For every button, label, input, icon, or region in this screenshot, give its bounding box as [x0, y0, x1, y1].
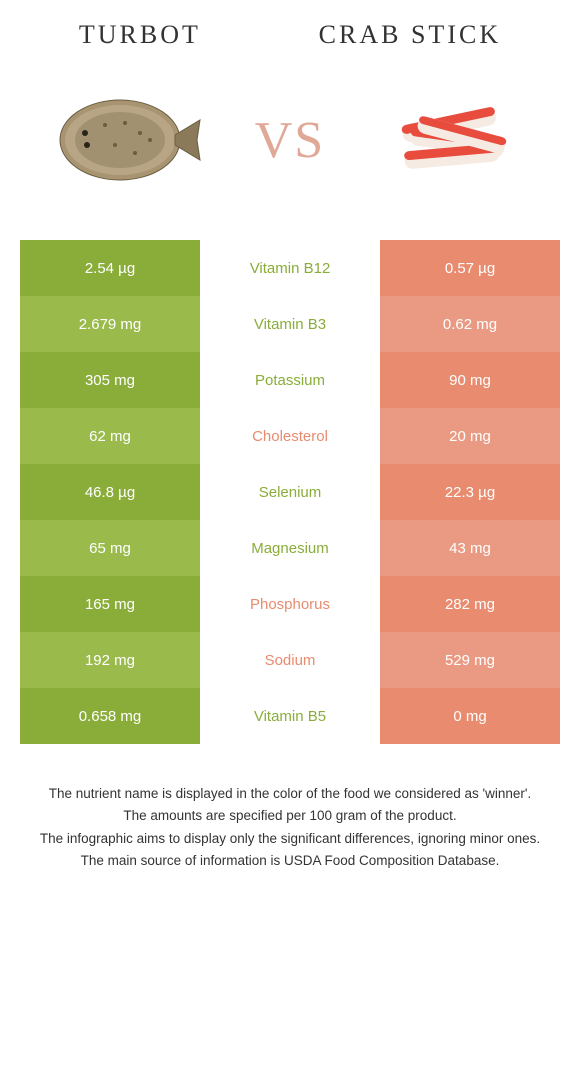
food-title-right: Crab stick	[319, 20, 501, 50]
table-row: 165 mgPhosphorus282 mg	[20, 576, 560, 632]
table-row: 2.679 mgVitamin B30.62 mg	[20, 296, 560, 352]
footnote-line: The nutrient name is displayed in the co…	[30, 784, 550, 804]
nutrient-name: Phosphorus	[200, 576, 380, 632]
footnote-line: The main source of information is USDA F…	[30, 851, 550, 871]
table-row: 62 mgCholesterol20 mg	[20, 408, 560, 464]
images-row: VS	[20, 70, 560, 210]
value-right: 43 mg	[380, 520, 560, 576]
vs-label: VS	[255, 111, 325, 170]
nutrient-name: Cholesterol	[200, 408, 380, 464]
crabstick-image	[375, 80, 535, 200]
value-right: 20 mg	[380, 408, 560, 464]
value-right: 0 mg	[380, 688, 560, 744]
value-left: 165 mg	[20, 576, 200, 632]
value-left: 192 mg	[20, 632, 200, 688]
value-left: 2.679 mg	[20, 296, 200, 352]
nutrient-table: 2.54 µgVitamin B120.57 µg2.679 mgVitamin…	[20, 240, 560, 744]
nutrient-name: Vitamin B12	[200, 240, 380, 296]
value-right: 90 mg	[380, 352, 560, 408]
table-row: 2.54 µgVitamin B120.57 µg	[20, 240, 560, 296]
table-row: 65 mgMagnesium43 mg	[20, 520, 560, 576]
value-left: 305 mg	[20, 352, 200, 408]
nutrient-name: Vitamin B3	[200, 296, 380, 352]
table-row: 0.658 mgVitamin B50 mg	[20, 688, 560, 744]
nutrient-name: Potassium	[200, 352, 380, 408]
footnote-line: The amounts are specified per 100 gram o…	[30, 806, 550, 826]
footnotes: The nutrient name is displayed in the co…	[20, 784, 560, 871]
table-row: 46.8 µgSelenium22.3 µg	[20, 464, 560, 520]
turbot-image	[45, 80, 205, 200]
value-right: 0.62 mg	[380, 296, 560, 352]
header: Turbot Crab stick	[20, 20, 560, 50]
nutrient-name: Magnesium	[200, 520, 380, 576]
nutrient-name: Vitamin B5	[200, 688, 380, 744]
value-right: 282 mg	[380, 576, 560, 632]
value-right: 22.3 µg	[380, 464, 560, 520]
food-title-left: Turbot	[79, 20, 201, 50]
nutrient-name: Sodium	[200, 632, 380, 688]
nutrient-name: Selenium	[200, 464, 380, 520]
value-right: 0.57 µg	[380, 240, 560, 296]
table-row: 305 mgPotassium90 mg	[20, 352, 560, 408]
value-left: 2.54 µg	[20, 240, 200, 296]
table-row: 192 mgSodium529 mg	[20, 632, 560, 688]
value-right: 529 mg	[380, 632, 560, 688]
footnote-line: The infographic aims to display only the…	[30, 829, 550, 849]
value-left: 65 mg	[20, 520, 200, 576]
value-left: 62 mg	[20, 408, 200, 464]
value-left: 46.8 µg	[20, 464, 200, 520]
value-left: 0.658 mg	[20, 688, 200, 744]
